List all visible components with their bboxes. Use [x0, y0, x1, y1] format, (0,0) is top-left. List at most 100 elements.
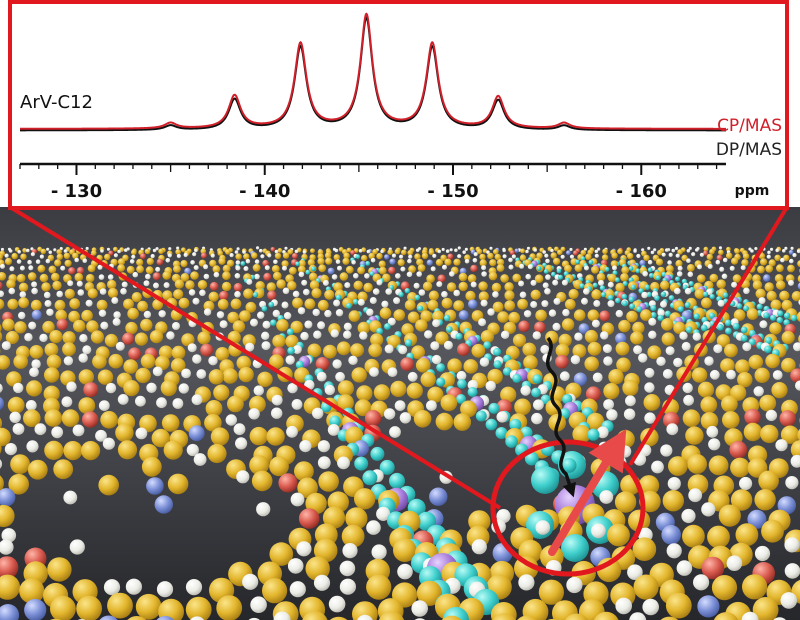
- fluorine-atom: [636, 306, 643, 313]
- carbon-atom: [64, 288, 75, 299]
- carbon-atom: [160, 379, 177, 397]
- carbon-atom: [476, 248, 483, 255]
- hydrogen-atom: [13, 382, 24, 394]
- fluorine-atom: [305, 269, 311, 275]
- fluorine-atom: [329, 415, 341, 427]
- carbon-atom: [781, 299, 793, 311]
- hydrogen-atom: [225, 414, 237, 426]
- carbon-atom: [10, 454, 30, 474]
- carbon-atom: [257, 371, 273, 387]
- hydrogen-atom: [61, 396, 73, 408]
- hydrogen-atom: [679, 331, 688, 340]
- carbon-atom: [27, 459, 48, 480]
- hydrogen-atom: [366, 520, 381, 535]
- fluorine-atom: [335, 294, 342, 301]
- carbon-atom: [47, 557, 72, 582]
- oxygen-atom: [470, 264, 478, 273]
- hydrogen-atom: [686, 258, 691, 264]
- hydrogen-atom: [103, 579, 121, 596]
- carbon-atom: [479, 259, 487, 267]
- hydrogen-atom: [183, 252, 188, 258]
- oxygen-atom: [400, 281, 410, 291]
- hydrogen-atom: [371, 544, 387, 560]
- hydrogen-atom: [750, 249, 754, 253]
- hydrogen-atom: [647, 259, 653, 265]
- hydrogen-atom: [235, 265, 241, 271]
- hydrogen-atom: [188, 289, 196, 296]
- carbon-atom: [0, 574, 21, 600]
- hydrogen-atom: [192, 252, 197, 257]
- hydrogen-atom: [397, 563, 413, 580]
- carbon-atom: [718, 504, 741, 527]
- fluorine-atom: [764, 336, 773, 345]
- fluorine-atom: [685, 326, 693, 334]
- carbon-atom: [708, 455, 729, 476]
- hydrogen-atom: [77, 289, 85, 296]
- hydrogen-atom: [766, 254, 771, 259]
- carbon-atom: [78, 397, 96, 414]
- carbon-atom: [440, 394, 458, 412]
- hydrogen-atom: [236, 470, 250, 484]
- carbon-atom: [743, 422, 763, 442]
- carbon-atom: [787, 264, 795, 273]
- oxygen-atom: [200, 252, 207, 259]
- fluorine-atom: [709, 293, 715, 300]
- hydrogen-atom: [359, 331, 368, 340]
- carbon-atom: [317, 257, 325, 265]
- hydrogen-atom: [432, 319, 441, 328]
- spectrum-chart: [20, 12, 726, 132]
- fluorine-atom: [311, 266, 316, 272]
- hydrogen-atom: [707, 264, 713, 269]
- carbon-atom: [478, 281, 488, 291]
- fluorine-atom: [615, 297, 621, 304]
- carbon-atom: [213, 384, 230, 401]
- hydrogen-atom: [666, 543, 682, 559]
- hydrogen-atom: [339, 578, 356, 595]
- fluorine-atom: [443, 314, 451, 322]
- hydrogen-atom: [248, 408, 260, 420]
- carbon-atom: [414, 253, 421, 260]
- oxygen-atom: [572, 250, 579, 256]
- carbon-atom: [491, 282, 502, 293]
- oxygen-atom: [518, 320, 530, 332]
- carbon-atom: [276, 279, 286, 289]
- hydrogen-atom: [399, 254, 404, 259]
- x-tick-label: - 160: [616, 181, 667, 202]
- fluorine-atom: [579, 283, 585, 289]
- carbon-atom: [675, 259, 683, 268]
- carbon-atom: [140, 353, 156, 369]
- hydrogen-atom: [591, 523, 606, 539]
- hydrogen-atom: [19, 291, 27, 298]
- fluorine-atom: [650, 305, 657, 311]
- carbon-atom: [607, 523, 630, 547]
- hydrogen-atom: [287, 383, 298, 394]
- hydrogen-atom: [693, 574, 710, 591]
- hydrogen-atom: [530, 301, 538, 308]
- hydrogen-atom: [784, 537, 800, 553]
- hydrogen-atom: [496, 411, 508, 423]
- legend-cp-mas: CP/MAS: [717, 116, 782, 136]
- carbon-atom: [407, 311, 420, 324]
- carbon-atom: [363, 282, 373, 293]
- fluorine-atom: [588, 259, 594, 265]
- carbon-atom: [212, 265, 221, 274]
- carbon-atom: [428, 249, 435, 256]
- carbon-atom: [163, 440, 183, 460]
- hydrogen-atom: [335, 259, 341, 265]
- carbon-atom: [72, 252, 79, 259]
- hydrogen-atom: [796, 249, 800, 254]
- hydrogen-atom: [591, 319, 600, 328]
- fluorine-atom: [628, 296, 635, 303]
- fluorine-atom: [355, 254, 361, 259]
- oxygen-atom: [270, 247, 276, 252]
- carbon-atom: [137, 300, 149, 312]
- hydrogen-atom: [0, 539, 14, 555]
- hydrogen-atom: [358, 249, 363, 253]
- carbon-atom: [115, 423, 134, 442]
- carbon-atom: [662, 490, 684, 512]
- hydrogen-atom: [186, 443, 199, 457]
- oxygen-atom: [209, 281, 219, 291]
- hydrogen-atom: [722, 257, 728, 263]
- hydrogen-atom: [9, 266, 15, 272]
- hydrogen-atom: [569, 254, 575, 259]
